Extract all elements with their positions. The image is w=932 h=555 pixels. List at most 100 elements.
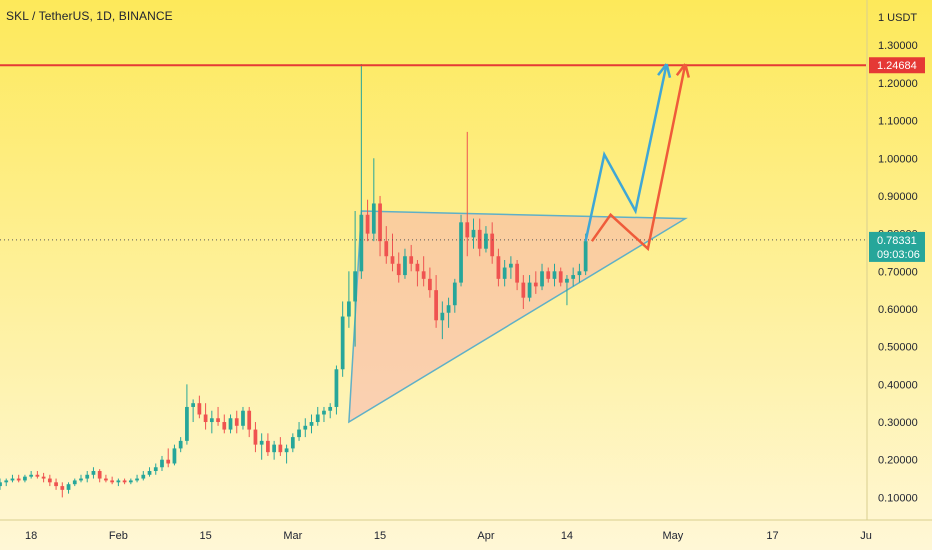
y-tick-label: 0.40000 xyxy=(878,379,918,391)
candle-body xyxy=(434,290,438,320)
candle-body xyxy=(266,441,270,452)
y-tick-label: 0.30000 xyxy=(878,417,918,429)
candle-body xyxy=(204,414,208,422)
candle-body xyxy=(459,222,463,282)
current-price-label: 0.78331 xyxy=(877,235,917,247)
candle-body xyxy=(490,234,494,257)
candle-body xyxy=(92,471,96,475)
candle-body xyxy=(366,215,370,234)
y-tick-label: 0.60000 xyxy=(878,304,918,316)
candle-body xyxy=(148,471,152,475)
candle-body xyxy=(173,448,177,463)
candle-body xyxy=(42,477,46,479)
candle-body xyxy=(229,418,233,429)
candle-body xyxy=(303,426,307,430)
candle-body xyxy=(316,414,320,422)
candle-body xyxy=(278,445,282,453)
candle-body xyxy=(135,479,139,481)
candle-body xyxy=(54,482,58,486)
candle-body xyxy=(254,430,258,445)
candle-body xyxy=(179,441,183,449)
x-tick-label: 15 xyxy=(199,530,211,542)
candle-body xyxy=(85,475,89,479)
candle-body xyxy=(98,471,102,479)
candle-body xyxy=(123,480,127,482)
candle-body xyxy=(291,437,295,448)
candle-body xyxy=(60,486,64,490)
candle-body xyxy=(110,480,114,482)
candle-body xyxy=(503,268,507,279)
candle-body xyxy=(472,230,476,238)
candle-body xyxy=(154,467,158,471)
candle-body xyxy=(559,271,563,282)
candle-body xyxy=(391,256,395,264)
candle-body xyxy=(4,480,8,482)
candle-body xyxy=(117,480,121,482)
candle-body xyxy=(384,241,388,256)
candle-body xyxy=(191,403,195,407)
candle-body xyxy=(210,418,214,422)
candle-body xyxy=(546,271,550,279)
candle-body xyxy=(353,271,357,301)
y-tick-label: 0.90000 xyxy=(878,191,918,203)
candle[interactable] xyxy=(459,215,463,287)
candle-body xyxy=(409,256,413,264)
candle-body xyxy=(216,418,220,422)
candle-body xyxy=(422,271,426,279)
candle-body xyxy=(540,271,544,286)
candle-body xyxy=(48,479,52,483)
y-tick-label: 0.50000 xyxy=(878,342,918,354)
candle-body xyxy=(197,403,201,414)
x-tick-label: Ju xyxy=(860,530,872,542)
candle-body xyxy=(185,407,189,441)
candle-body xyxy=(160,460,164,468)
candle-body xyxy=(322,411,326,415)
candle-body xyxy=(11,479,15,481)
candle-body xyxy=(403,256,407,275)
candle-body xyxy=(565,279,569,283)
y-tick-label: 0.20000 xyxy=(878,455,918,467)
candle-body xyxy=(29,475,33,477)
candle-body xyxy=(0,482,2,486)
candle-body xyxy=(17,479,21,481)
candle-body xyxy=(129,480,133,482)
y-tick-label: 1.00000 xyxy=(878,153,918,165)
candle-body xyxy=(166,460,170,464)
y-tick-label: 1.20000 xyxy=(878,78,918,90)
candle-body xyxy=(416,264,420,272)
candle-body xyxy=(571,275,575,279)
candle-body xyxy=(553,271,557,279)
candle-body xyxy=(222,422,226,430)
x-tick-label: Apr xyxy=(477,530,494,542)
candle-body xyxy=(521,283,525,298)
candle-body xyxy=(73,480,77,484)
candle-body xyxy=(241,411,245,426)
candle-body xyxy=(341,317,345,370)
candle-body xyxy=(534,283,538,287)
candle-body xyxy=(578,271,582,275)
candle-body xyxy=(372,203,376,233)
candle-body xyxy=(359,215,363,272)
candle-body xyxy=(497,256,501,279)
candle-body xyxy=(509,264,513,268)
candle-body xyxy=(328,407,332,411)
candle-body xyxy=(23,477,27,481)
candle-body xyxy=(428,279,432,290)
candle-body xyxy=(79,479,83,481)
x-tick-label: 18 xyxy=(25,530,37,542)
candle-body xyxy=(378,203,382,241)
candle-body xyxy=(397,264,401,275)
x-tick-label: 17 xyxy=(766,530,778,542)
candle-body xyxy=(67,484,71,490)
candle-body xyxy=(285,448,289,452)
candle-body xyxy=(440,313,444,321)
candle-body xyxy=(453,283,457,306)
y-tick-label: 0.10000 xyxy=(878,492,918,504)
candle-body xyxy=(584,241,588,271)
candle-body xyxy=(447,305,451,313)
candle-body xyxy=(310,422,314,426)
x-tick-label: 14 xyxy=(561,530,573,542)
resistance-price-label: 1.24684 xyxy=(877,60,917,72)
